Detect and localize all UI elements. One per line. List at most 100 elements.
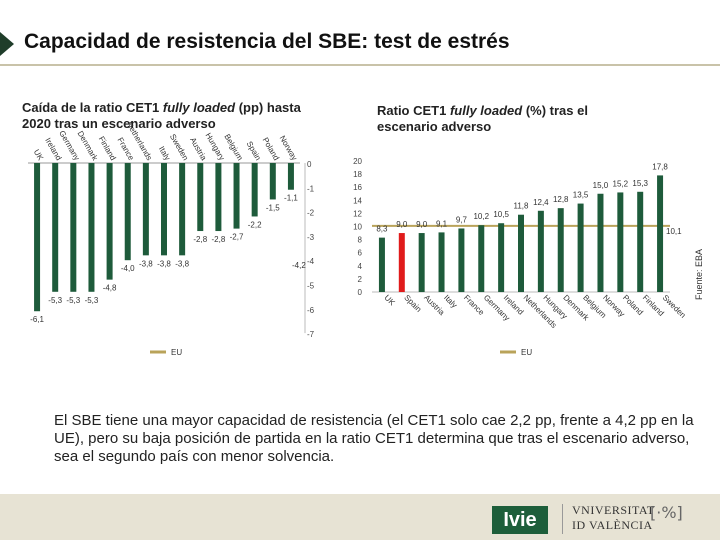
right-bar-value-label: 12,4 xyxy=(533,198,549,207)
left-bar-value-label: -2,8 xyxy=(193,235,207,244)
footer-divider xyxy=(562,504,563,534)
left-bar xyxy=(142,163,149,256)
left-bar-value-label: -2,8 xyxy=(212,235,226,244)
left-bar xyxy=(215,163,222,232)
right-category-label: Sweden xyxy=(661,293,688,320)
right-bar xyxy=(498,223,505,292)
source-note: Fuente: EBA xyxy=(694,248,704,300)
page-title: Capacidad de resistencia del SBE: test d… xyxy=(24,30,510,53)
right-bar-value-label: 17,8 xyxy=(652,162,668,171)
right-bar-value-label: 15,3 xyxy=(632,179,648,188)
right-bar xyxy=(398,233,405,292)
university-name-line2: ID VALÈNCIA xyxy=(572,518,653,532)
right-category-label: Austria xyxy=(422,293,446,317)
left-bar xyxy=(88,163,95,292)
left-bar xyxy=(179,163,186,256)
left-category-label: Italy xyxy=(157,145,172,162)
left-bar xyxy=(161,163,167,256)
right-bar xyxy=(657,175,664,292)
title-divider xyxy=(0,64,720,66)
left-bar-value-label: -4,0 xyxy=(121,264,135,273)
left-bar-value-label: -5,3 xyxy=(48,296,62,305)
left-chart-title: Caída de la ratio CET1 fully loaded (pp)… xyxy=(22,100,301,131)
left-y-tick-label: -2 xyxy=(307,209,315,218)
left-y-tick-label: 0 xyxy=(307,160,312,169)
right-y-tick-label: 16 xyxy=(353,183,362,192)
right-bar xyxy=(418,233,425,292)
left-bar-value-label: -2,7 xyxy=(230,233,244,242)
left-bar-value-label: -2,2 xyxy=(248,220,262,229)
footer-band xyxy=(0,494,720,540)
right-bar-value-label: 13,5 xyxy=(573,191,589,200)
left-eu-value-label: -4,2 xyxy=(292,261,306,270)
right-category-label: Spain xyxy=(402,293,423,314)
right-bar-value-label: 15,2 xyxy=(613,179,629,188)
left-y-tick-label: -7 xyxy=(307,330,315,339)
right-category-label: UK xyxy=(383,293,398,308)
right-y-tick-label: 20 xyxy=(353,157,362,166)
right-bar xyxy=(518,214,524,292)
left-bar-value-label: -5,3 xyxy=(66,296,80,305)
left-category-label: France xyxy=(116,136,137,163)
right-bar-value-label: 9,1 xyxy=(436,219,448,228)
right-category-label: Italy xyxy=(442,293,459,310)
right-bar xyxy=(597,193,604,292)
right-y-tick-label: 12 xyxy=(353,209,362,218)
title-bar: Capacidad de resistencia del SBE: test d… xyxy=(0,28,720,64)
university-logo-text: VNIVERSITAT ID VALÈNCIA xyxy=(572,503,655,533)
left-category-label: Poland xyxy=(261,136,281,162)
right-bar-value-label: 15,0 xyxy=(593,181,609,190)
summary-text: El SBE tiene una mayor capacidad de resi… xyxy=(54,412,694,465)
right-bar-value-label: 10,2 xyxy=(473,212,489,221)
left-category-label: Finland xyxy=(97,135,118,162)
left-bar xyxy=(197,163,204,232)
left-bar-value-label: -5,3 xyxy=(85,296,99,305)
left-category-label: Spain xyxy=(245,140,263,162)
right-bar xyxy=(478,225,485,292)
right-bar-value-label: 10,5 xyxy=(493,210,509,219)
left-bar xyxy=(124,163,131,261)
left-bar xyxy=(106,163,113,280)
left-category-label: Austria xyxy=(188,136,209,163)
right-chart-title: Ratio CET1 fully loaded (%) tras el esce… xyxy=(377,103,588,134)
left-bar-value-label: -6,1 xyxy=(30,315,44,324)
university-seal-icon: [·%] xyxy=(650,503,683,522)
right-y-tick-label: 4 xyxy=(358,262,363,271)
right-bar xyxy=(378,237,385,292)
right-bar-value-label: 8,3 xyxy=(376,225,388,234)
left-bar-value-label: -3,8 xyxy=(139,259,153,268)
left-category-label: Norway xyxy=(278,134,299,162)
right-bar xyxy=(617,192,624,292)
left-bar-value-label: -4,8 xyxy=(103,284,117,293)
left-chart: 0-1-2-3-4-5-6-7-6,1UK-5,3Ireland-5,3Germ… xyxy=(28,120,315,357)
right-y-tick-label: 18 xyxy=(353,170,362,179)
university-name-line1: VNIVERSITAT xyxy=(572,503,655,517)
right-bar xyxy=(438,232,445,292)
left-y-tick-label: -5 xyxy=(307,282,315,291)
left-category-label: UK xyxy=(32,148,46,163)
right-bar-value-label: 11,8 xyxy=(514,202,530,211)
right-bar xyxy=(458,228,465,292)
left-bar-value-label: -3,8 xyxy=(157,259,171,268)
title-arrow-icon xyxy=(0,32,14,56)
right-bar xyxy=(537,210,544,292)
left-bar xyxy=(287,163,294,190)
left-bar xyxy=(269,163,276,200)
left-category-label: Ireland xyxy=(43,136,63,162)
left-bar-value-label: -1,5 xyxy=(266,203,280,212)
right-bar xyxy=(557,208,564,292)
right-y-tick-label: 2 xyxy=(358,275,363,284)
right-legend-label: EU xyxy=(521,348,532,357)
left-bar xyxy=(34,163,41,312)
right-bar-value-label: 12,8 xyxy=(553,195,569,204)
right-bar-value-label: 9,0 xyxy=(396,220,408,229)
right-y-tick-label: 6 xyxy=(358,249,363,258)
left-y-tick-label: -4 xyxy=(307,257,315,266)
right-y-tick-label: 10 xyxy=(353,223,362,232)
left-bar xyxy=(52,163,59,292)
left-y-tick-label: -1 xyxy=(307,184,315,193)
left-y-tick-label: -6 xyxy=(307,306,315,315)
left-bar xyxy=(233,163,240,229)
right-bar-value-label: 9,7 xyxy=(456,215,468,224)
